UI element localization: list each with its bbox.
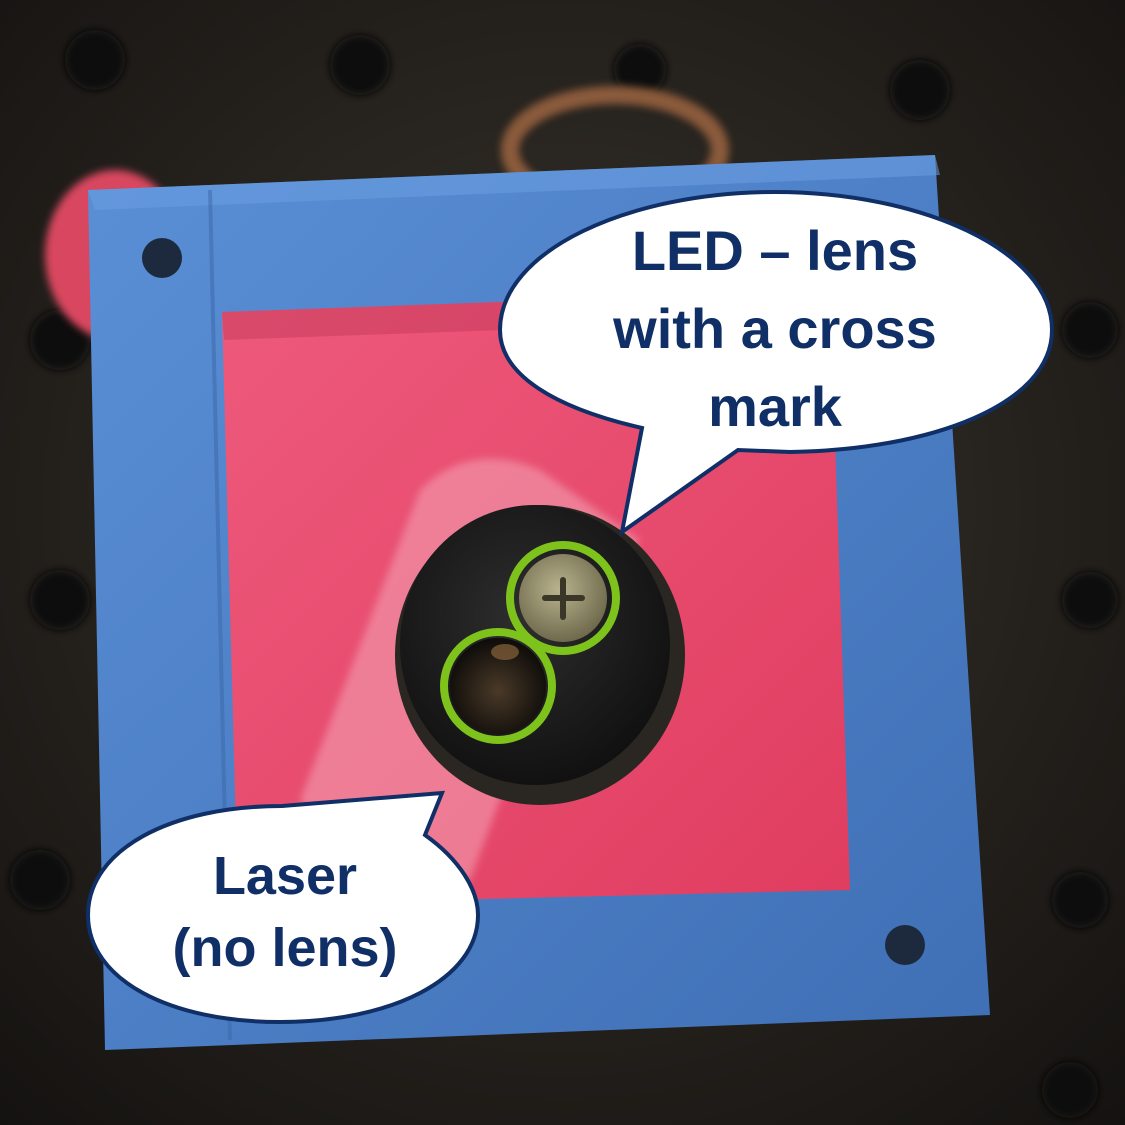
breadboard-holes [10,30,1118,1118]
laser-callout-text: Laser (no lens) [172,846,398,978]
led-highlight-ring [506,541,620,655]
laser-callout-bubble [85,790,481,1025]
laser-highlight-ring [440,628,556,744]
led-callout-bubble [497,189,1055,537]
housing-top-edge [88,155,940,210]
led-callout-text: LED – lens with a cross mark [613,219,937,438]
laser-aperture[interactable] [450,638,546,734]
housing-screw-top-left [142,238,182,278]
housing-screw-bottom-right [885,925,925,965]
cross-mark-icon [542,577,585,620]
laser-diode-tip [491,644,519,660]
